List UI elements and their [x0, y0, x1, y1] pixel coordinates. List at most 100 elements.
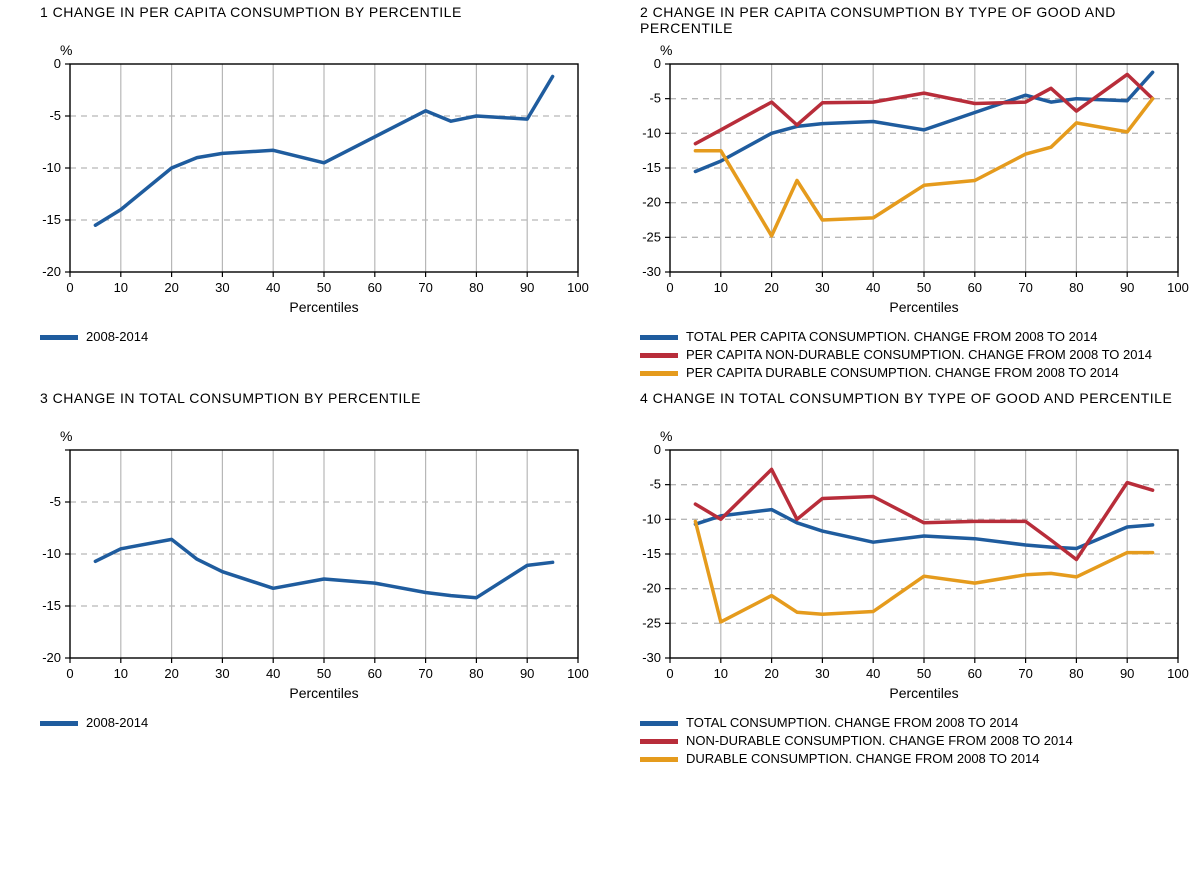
svg-text:10: 10 [714, 280, 728, 295]
legend-item: NON-DURABLE CONSUMPTION. CHANGE FROM 200… [640, 732, 1190, 750]
svg-text:50: 50 [317, 666, 331, 681]
svg-text:40: 40 [866, 666, 880, 681]
svg-text:-25: -25 [642, 229, 661, 244]
svg-text:70: 70 [418, 280, 432, 295]
chart-grid: 1 CHANGE IN PER CAPITA CONSUMPTION BY PE… [0, 0, 1200, 772]
svg-text:-30: -30 [642, 264, 661, 279]
y-unit-label: % [660, 42, 672, 58]
legend-swatch [640, 371, 678, 376]
svg-text:0: 0 [654, 56, 661, 71]
panel-title: 3 CHANGE IN TOTAL CONSUMPTION BY PERCENT… [40, 390, 590, 422]
svg-text:90: 90 [1120, 666, 1134, 681]
svg-text:-20: -20 [42, 650, 61, 665]
svg-text:70: 70 [418, 666, 432, 681]
legend-swatch [640, 757, 678, 762]
svg-text:30: 30 [815, 280, 829, 295]
plot-area: %-20-15-10-50102030405060708090100Percen… [10, 428, 590, 708]
legend-item: TOTAL PER CAPITA CONSUMPTION. CHANGE FRO… [640, 328, 1190, 346]
svg-text:-10: -10 [42, 160, 61, 175]
y-unit-label: % [60, 428, 72, 444]
legend-item: 2008-2014 [40, 714, 590, 732]
panel-title: 2 CHANGE IN PER CAPITA CONSUMPTION BY TY… [640, 4, 1190, 36]
svg-text:10: 10 [114, 666, 128, 681]
legend-swatch [40, 335, 78, 340]
svg-text:20: 20 [764, 280, 778, 295]
svg-text:-5: -5 [649, 91, 661, 106]
svg-text:Percentiles: Percentiles [289, 685, 358, 701]
svg-text:-15: -15 [642, 160, 661, 175]
chart-svg: -30-25-20-15-10-500102030405060708090100… [610, 428, 1190, 708]
svg-text:10: 10 [714, 666, 728, 681]
legend-swatch [640, 721, 678, 726]
svg-text:Percentiles: Percentiles [289, 299, 358, 315]
svg-text:90: 90 [1120, 280, 1134, 295]
svg-text:Percentiles: Percentiles [889, 299, 958, 315]
svg-text:50: 50 [917, 666, 931, 681]
svg-text:100: 100 [567, 666, 589, 681]
chart-svg: -20-15-10-500102030405060708090100Percen… [10, 42, 590, 322]
svg-text:70: 70 [1018, 280, 1032, 295]
svg-text:0: 0 [66, 666, 73, 681]
legend-item: PER CAPITA DURABLE CONSUMPTION. CHANGE F… [640, 364, 1190, 382]
svg-text:-10: -10 [42, 546, 61, 561]
legend-label: NON-DURABLE CONSUMPTION. CHANGE FROM 200… [686, 732, 1073, 750]
svg-text:-20: -20 [642, 195, 661, 210]
svg-text:0: 0 [54, 56, 61, 71]
legend: 2008-2014 [40, 714, 590, 732]
plot-area: %-30-25-20-15-10-50010203040506070809010… [610, 42, 1190, 322]
legend-item: TOTAL CONSUMPTION. CHANGE FROM 2008 TO 2… [640, 714, 1190, 732]
svg-text:90: 90 [520, 280, 534, 295]
svg-text:-5: -5 [649, 477, 661, 492]
legend-item: DURABLE CONSUMPTION. CHANGE FROM 2008 TO… [640, 750, 1190, 768]
svg-text:30: 30 [215, 280, 229, 295]
svg-text:0: 0 [666, 280, 673, 295]
svg-text:0: 0 [654, 442, 661, 457]
svg-text:-20: -20 [42, 264, 61, 279]
legend-label: TOTAL PER CAPITA CONSUMPTION. CHANGE FRO… [686, 328, 1098, 346]
chart-svg: -20-15-10-50102030405060708090100Percent… [10, 428, 590, 708]
svg-text:40: 40 [266, 280, 280, 295]
svg-text:20: 20 [764, 666, 778, 681]
svg-text:80: 80 [1069, 666, 1083, 681]
svg-text:40: 40 [266, 666, 280, 681]
svg-text:70: 70 [1018, 666, 1032, 681]
panel-title: 4 CHANGE IN TOTAL CONSUMPTION BY TYPE OF… [640, 390, 1190, 422]
y-unit-label: % [660, 428, 672, 444]
svg-text:60: 60 [368, 666, 382, 681]
svg-text:90: 90 [520, 666, 534, 681]
legend-label: DURABLE CONSUMPTION. CHANGE FROM 2008 TO… [686, 750, 1040, 768]
legend: 2008-2014 [40, 328, 590, 346]
legend-label: TOTAL CONSUMPTION. CHANGE FROM 2008 TO 2… [686, 714, 1018, 732]
svg-text:100: 100 [1167, 280, 1189, 295]
legend-label: PER CAPITA NON-DURABLE CONSUMPTION. CHAN… [686, 346, 1152, 364]
svg-text:50: 50 [917, 280, 931, 295]
legend: TOTAL PER CAPITA CONSUMPTION. CHANGE FRO… [640, 328, 1190, 382]
svg-text:80: 80 [469, 666, 483, 681]
legend-swatch [640, 739, 678, 744]
legend-label: 2008-2014 [86, 328, 148, 346]
svg-text:60: 60 [968, 280, 982, 295]
svg-text:-15: -15 [42, 598, 61, 613]
legend-label: PER CAPITA DURABLE CONSUMPTION. CHANGE F… [686, 364, 1119, 382]
svg-text:10: 10 [114, 280, 128, 295]
svg-text:30: 30 [815, 666, 829, 681]
panel-3: 3 CHANGE IN TOTAL CONSUMPTION BY PERCENT… [0, 386, 600, 772]
legend-swatch [640, 353, 678, 358]
svg-text:-15: -15 [642, 546, 661, 561]
svg-text:-5: -5 [49, 108, 61, 123]
svg-text:-25: -25 [642, 615, 661, 630]
plot-area: %-20-15-10-500102030405060708090100Perce… [10, 42, 590, 322]
plot-area: %-30-25-20-15-10-50010203040506070809010… [610, 428, 1190, 708]
svg-text:80: 80 [1069, 280, 1083, 295]
legend-label: 2008-2014 [86, 714, 148, 732]
panel-1: 1 CHANGE IN PER CAPITA CONSUMPTION BY PE… [0, 0, 600, 386]
svg-text:50: 50 [317, 280, 331, 295]
svg-text:-20: -20 [642, 581, 661, 596]
svg-text:-15: -15 [42, 212, 61, 227]
legend-item: PER CAPITA NON-DURABLE CONSUMPTION. CHAN… [640, 346, 1190, 364]
svg-text:100: 100 [1167, 666, 1189, 681]
svg-text:-5: -5 [49, 494, 61, 509]
svg-text:0: 0 [666, 666, 673, 681]
svg-text:-10: -10 [642, 511, 661, 526]
svg-text:20: 20 [164, 666, 178, 681]
